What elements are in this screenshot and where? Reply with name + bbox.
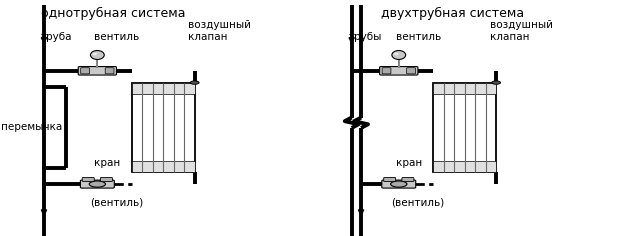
FancyBboxPatch shape	[402, 177, 414, 181]
Text: (вентиль): (вентиль)	[90, 198, 143, 208]
FancyBboxPatch shape	[82, 177, 94, 181]
Text: кран: кран	[94, 158, 121, 168]
Ellipse shape	[392, 51, 406, 59]
Text: воздушный
клапан: воздушный клапан	[188, 20, 251, 42]
FancyBboxPatch shape	[379, 67, 418, 75]
Text: труба: труба	[41, 33, 72, 42]
Bar	[433, 83, 496, 172]
Bar	[132, 83, 195, 172]
FancyBboxPatch shape	[105, 68, 114, 74]
Text: вентиль: вентиль	[396, 33, 441, 42]
FancyBboxPatch shape	[382, 68, 391, 74]
Circle shape	[391, 181, 407, 187]
Text: (вентиль): (вентиль)	[391, 198, 445, 208]
Ellipse shape	[90, 51, 104, 59]
Circle shape	[492, 81, 501, 84]
FancyBboxPatch shape	[81, 68, 90, 74]
Bar	[433, 161, 496, 172]
Text: двухтрубная система: двухтрубная система	[381, 7, 524, 20]
Bar	[340, 118, 363, 128]
Bar	[132, 83, 195, 94]
Text: воздушный
клапан: воздушный клапан	[490, 20, 553, 42]
Ellipse shape	[93, 53, 97, 55]
FancyBboxPatch shape	[78, 67, 117, 75]
Text: перемычка: перемычка	[1, 122, 63, 132]
FancyBboxPatch shape	[407, 68, 416, 74]
Text: однотрубная система: однотрубная система	[41, 7, 185, 20]
Bar	[350, 118, 372, 128]
Circle shape	[190, 81, 199, 84]
FancyBboxPatch shape	[384, 177, 396, 181]
Text: трубы: трубы	[349, 33, 382, 42]
FancyBboxPatch shape	[80, 180, 114, 188]
FancyBboxPatch shape	[382, 180, 416, 188]
Text: вентиль: вентиль	[94, 33, 139, 42]
Ellipse shape	[394, 53, 399, 55]
Text: кран: кран	[396, 158, 422, 168]
Circle shape	[89, 181, 106, 187]
Bar	[433, 83, 496, 94]
Bar	[132, 161, 195, 172]
FancyBboxPatch shape	[100, 177, 112, 181]
